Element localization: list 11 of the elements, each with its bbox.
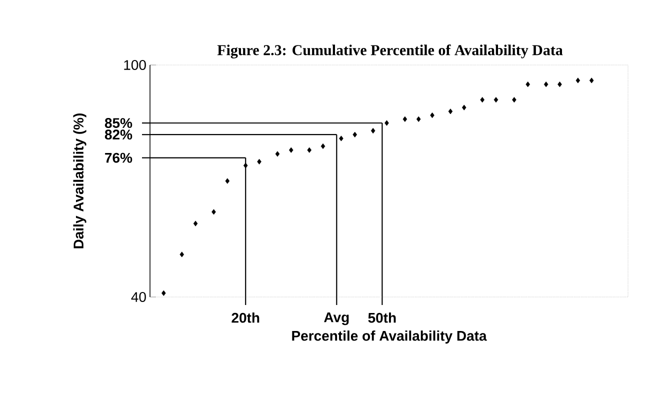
ref-line-label: 20th <box>232 312 260 323</box>
x-axis-title: Percentile of Availability Data <box>292 330 487 344</box>
y-tick-label: 100 <box>124 60 146 70</box>
ref-line-label: 76% <box>105 152 132 163</box>
y-tick-label: 40 <box>131 292 146 302</box>
ref-line-label: 85% <box>104 118 132 128</box>
ref-line-label: 82% <box>104 130 132 140</box>
chart-title: Figure 2.3: Cumulative Percentile of Availability Data <box>217 44 563 58</box>
y-axis-title: Daily Availability (%) <box>73 113 86 248</box>
ref-line-label: Avg <box>324 312 349 326</box>
ref-line-label: 50th <box>368 312 396 323</box>
